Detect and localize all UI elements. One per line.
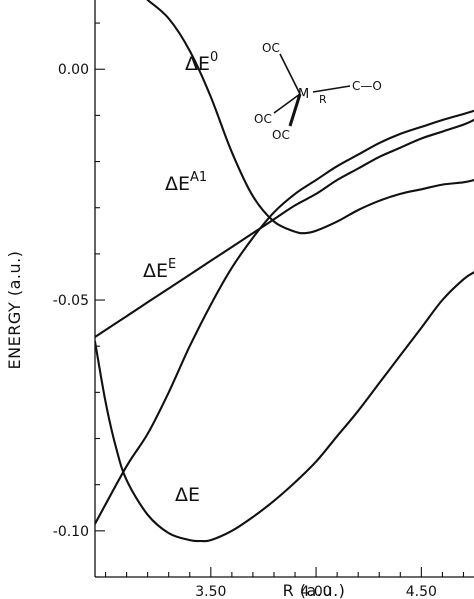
tick-group: 3.50 4.00 4.50 0.00 -0.05 -0.10 xyxy=(53,22,465,599)
bond-top xyxy=(279,53,301,95)
x-tick-label: 4.50 xyxy=(406,584,437,599)
curve-dE0 xyxy=(146,0,474,235)
co-label: C—O xyxy=(352,79,382,93)
oc-left-label: OC xyxy=(254,112,272,126)
bond-left xyxy=(273,93,301,114)
curve-dEA1 xyxy=(95,118,474,339)
bond-bottom xyxy=(288,93,302,127)
label-dEE: ΔEE xyxy=(143,257,176,282)
curve-label-group: ΔE0 ΔEA1 ΔEE ΔE xyxy=(143,50,218,506)
r-label: R xyxy=(319,93,327,106)
bond-r xyxy=(312,85,351,93)
x-tick-label: 4.00 xyxy=(300,584,331,599)
oc-bottom-label: OC xyxy=(272,128,290,142)
x-tick-label: 3.50 xyxy=(195,584,226,599)
y-tick-label: -0.05 xyxy=(53,293,89,309)
curve-dE xyxy=(95,271,474,543)
label-dE0: ΔE0 xyxy=(185,50,218,75)
oc-top-label: OC xyxy=(262,41,280,55)
metal-label: M xyxy=(298,87,309,102)
y-axis-title: ENERGY (a.u.) xyxy=(5,251,24,370)
x-axis-title: R (a.u.) xyxy=(283,581,346,599)
molecule-inset: OC OC OC M R C—O xyxy=(254,41,382,142)
curve-group xyxy=(95,0,474,543)
y-tick-label: 0.00 xyxy=(58,62,89,78)
curve-dEE xyxy=(95,109,474,525)
label-dEA1: ΔEA1 xyxy=(165,170,207,195)
y-tick-label: -0.10 xyxy=(53,524,89,540)
label-dE: ΔE xyxy=(175,484,200,506)
